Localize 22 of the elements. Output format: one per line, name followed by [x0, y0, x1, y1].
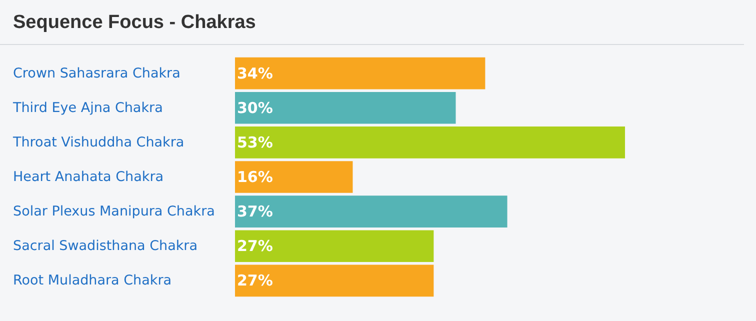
data-label: 27% — [237, 272, 273, 290]
y-tick-label: Heart Anahata Chakra — [13, 169, 164, 185]
data-label: 34% — [237, 64, 273, 82]
y-tick-label: Sacral Swadisthana Chakra — [13, 238, 198, 254]
bar — [235, 57, 486, 90]
data-label: 30% — [237, 98, 273, 117]
bar — [235, 161, 353, 193]
bar — [235, 230, 434, 262]
y-tick-label: Throat Vishuddha Chakra — [12, 134, 184, 150]
data-label: 37% — [237, 202, 273, 221]
y-tick-label: Third Eye Ajna Chakra — [12, 100, 163, 116]
bar — [235, 92, 456, 124]
data-label: 53% — [237, 133, 273, 152]
data-label: 27% — [237, 237, 273, 256]
chart-title: Sequence Focus - Chakras — [13, 12, 256, 34]
bar — [235, 264, 434, 297]
y-tick-label: Crown Sahasrara Chakra — [13, 65, 180, 82]
y-tick-label: Solar Plexus Manipura Chakra — [13, 204, 215, 220]
bar — [235, 126, 625, 158]
y-tick-label: Root Muladhara Chakra — [13, 272, 172, 289]
data-label: 16% — [237, 168, 273, 186]
bar — [235, 196, 508, 228]
